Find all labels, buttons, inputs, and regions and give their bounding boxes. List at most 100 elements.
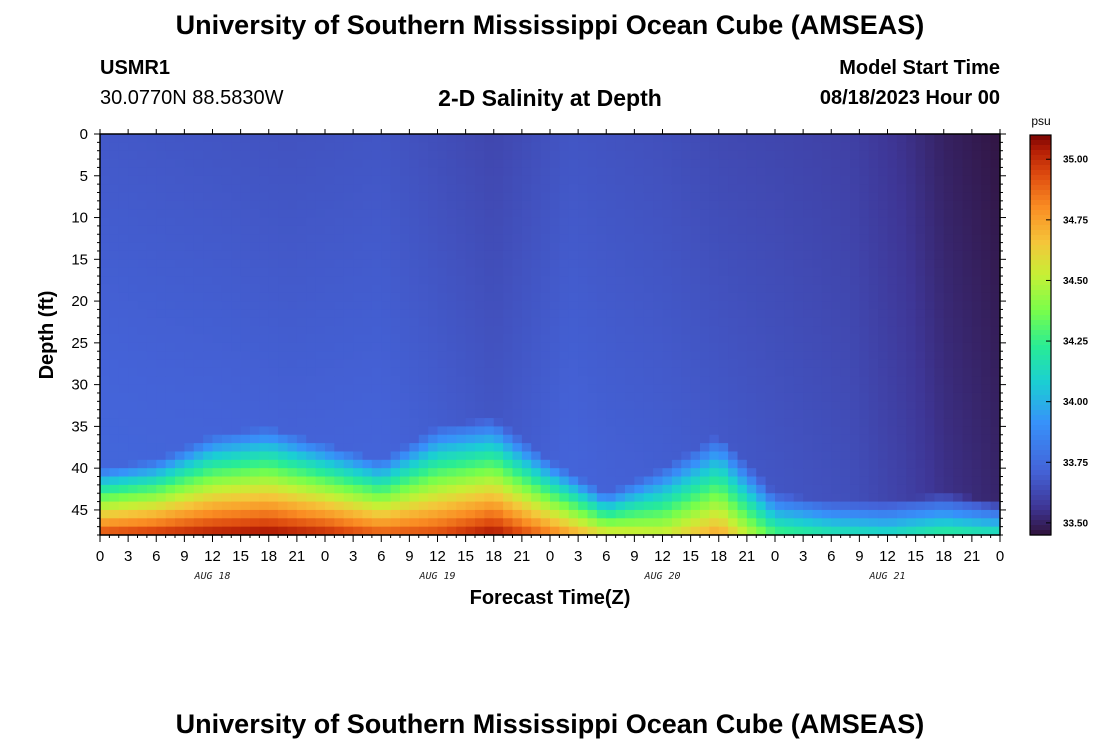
heat-cell xyxy=(221,284,232,294)
heat-cell xyxy=(615,409,626,419)
heat-cell xyxy=(681,175,692,185)
heat-cell xyxy=(484,509,495,519)
heat-cell xyxy=(643,276,654,285)
heat-cell xyxy=(606,225,617,235)
heat-cell xyxy=(118,242,129,252)
heat-cell xyxy=(643,418,654,427)
heat-cell xyxy=(203,451,214,461)
heat-cell xyxy=(165,292,176,302)
heat-cell xyxy=(756,468,767,478)
heat-cell xyxy=(278,309,289,319)
heat-cell xyxy=(634,384,645,394)
heat-cell xyxy=(962,384,973,394)
heat-cell xyxy=(521,518,532,528)
heat-cell xyxy=(193,192,204,202)
heat-cell xyxy=(400,234,410,244)
heat-cell xyxy=(803,301,814,311)
heat-cell xyxy=(531,142,542,152)
heat-cell xyxy=(503,150,514,160)
heat-cell xyxy=(446,367,457,377)
heat-cell xyxy=(250,451,260,461)
heat-cell xyxy=(971,192,982,202)
heat-cell xyxy=(625,192,635,202)
heat-cell xyxy=(475,192,485,202)
heat-cell xyxy=(296,200,307,210)
heat-cell xyxy=(296,334,307,344)
heat-cell xyxy=(428,443,439,453)
heat-cell xyxy=(587,225,598,235)
heat-cell xyxy=(381,142,392,152)
heat-cell xyxy=(765,459,776,469)
heat-cell xyxy=(981,426,992,436)
heat-cell xyxy=(728,134,739,143)
heat-cell xyxy=(512,225,523,235)
heat-cell xyxy=(512,309,523,319)
heat-cell xyxy=(203,392,214,402)
heat-cell xyxy=(268,526,279,536)
heat-cell xyxy=(953,384,964,394)
heat-cell xyxy=(334,167,345,177)
heat-cell xyxy=(456,476,467,486)
heat-cell xyxy=(156,309,167,319)
heat-cell xyxy=(531,418,542,427)
heat-cell xyxy=(681,276,692,285)
heat-cell xyxy=(315,501,326,511)
heat-cell xyxy=(587,384,598,394)
heat-cell xyxy=(681,284,692,294)
heat-cell xyxy=(109,184,120,194)
heat-cell xyxy=(606,309,617,319)
heat-cell xyxy=(428,326,439,336)
heat-cell xyxy=(559,493,570,503)
heat-cell xyxy=(175,384,185,394)
heat-cell xyxy=(775,284,785,294)
heat-cell xyxy=(100,526,110,536)
colorbar-segment xyxy=(1030,495,1051,501)
heat-cell xyxy=(212,342,223,352)
heat-cell xyxy=(615,134,626,143)
heat-cell xyxy=(503,301,514,311)
heat-cell xyxy=(578,334,589,344)
heat-cell xyxy=(671,484,682,494)
heat-cell xyxy=(325,134,335,143)
heat-cell xyxy=(371,367,382,377)
heat-cell xyxy=(625,384,635,394)
heat-cell xyxy=(756,250,767,260)
heat-cell xyxy=(409,459,420,469)
heat-cell xyxy=(137,518,148,528)
heat-cell xyxy=(746,334,757,344)
heat-cell xyxy=(962,192,973,202)
heat-cell xyxy=(156,225,167,235)
heat-cell xyxy=(596,292,607,302)
heat-cell xyxy=(315,217,326,227)
heat-cell xyxy=(250,384,260,394)
heat-cell xyxy=(906,367,917,377)
heat-cell xyxy=(109,392,120,402)
heat-cell xyxy=(203,493,214,503)
heat-cell xyxy=(690,292,701,302)
heat-cell xyxy=(128,200,139,210)
heat-cell xyxy=(718,493,729,503)
heat-cell xyxy=(671,326,682,336)
heat-cell xyxy=(446,317,457,327)
heat-cell xyxy=(175,267,185,277)
heat-cell xyxy=(531,392,542,402)
heat-cell xyxy=(512,342,523,352)
heat-cell xyxy=(437,409,448,419)
heat-cell xyxy=(146,401,157,411)
heat-cell xyxy=(793,451,804,461)
colorbar-tick-label: 35.00 xyxy=(1063,155,1088,166)
heat-cell xyxy=(371,276,382,285)
heat-cell xyxy=(418,451,429,461)
heat-cell xyxy=(606,209,617,219)
heat-cell xyxy=(287,376,298,386)
heat-cell xyxy=(390,484,401,494)
heat-cell xyxy=(371,384,382,394)
heat-cell xyxy=(118,175,129,185)
heat-cell xyxy=(437,175,448,185)
heat-cell xyxy=(784,484,795,494)
heat-cell xyxy=(390,225,401,235)
heat-cell xyxy=(709,434,720,444)
heat-cell xyxy=(643,301,654,311)
heat-cell xyxy=(634,351,645,361)
heat-cell xyxy=(596,301,607,311)
